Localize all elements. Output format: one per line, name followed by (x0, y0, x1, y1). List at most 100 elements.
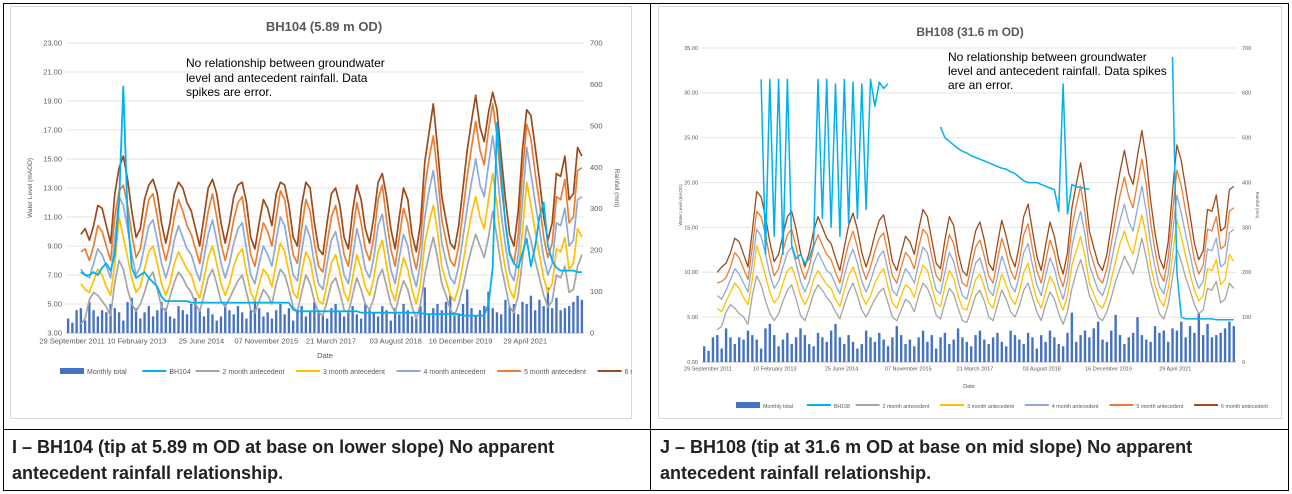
y2-tick-label: 500 (590, 121, 603, 130)
rainfall-bar (359, 318, 363, 333)
y-tick-label: 17.00 (43, 126, 62, 135)
y2-tick-label: 400 (1242, 180, 1251, 186)
rainfall-bar (491, 308, 494, 333)
rainfall-bar (1044, 341, 1047, 362)
rainfall-bar (711, 337, 715, 362)
y2-tick-label: 700 (1242, 46, 1251, 52)
rainfall-bar (393, 308, 397, 333)
rainfall-bar (338, 312, 342, 333)
series-line-2-month-antecedent (80, 210, 583, 325)
rainfall-bar (122, 320, 125, 333)
rainfall-bar (563, 308, 567, 333)
rainfall-bar (427, 314, 431, 333)
rainfall-bar (956, 328, 960, 362)
rainfall-bar (1140, 335, 1144, 362)
rainfall-bar (996, 332, 999, 362)
rainfall-bar (470, 308, 473, 333)
rainfall-bar (342, 316, 346, 333)
rainfall-bar (287, 308, 291, 333)
y2-axis-title: Rainfall (mm) (613, 169, 620, 208)
y-tick-label: 20.00 (684, 180, 698, 186)
rainfall-bar (1096, 321, 1100, 362)
rainfall-bar (88, 301, 91, 333)
rainfall-bar (508, 306, 511, 333)
rainfall-bar (143, 312, 146, 333)
series-line-2-month-antecedent (716, 237, 1235, 331)
rainfall-bar (856, 348, 859, 362)
chart-annotation: No relationship between groundwater leve… (186, 56, 385, 99)
rainfall-bar (347, 310, 350, 333)
rainfall-bar (1031, 337, 1034, 362)
rainfall-bar (742, 339, 745, 362)
rainfall-bar (781, 339, 785, 362)
legend-label: 3 month antecedent (967, 404, 1014, 410)
rainfall-bar (1088, 337, 1091, 362)
rainfall-bar (109, 304, 112, 333)
rainfall-bar (1110, 330, 1113, 362)
rainfall-bar (934, 348, 938, 362)
y-tick-label: 7.00 (47, 271, 62, 280)
rainfall-bar (716, 335, 719, 362)
y-tick-label: 23.00 (43, 39, 62, 48)
rainfall-bar (253, 299, 257, 333)
rainfall-bar (1193, 332, 1196, 362)
rainfall-bar (538, 299, 541, 333)
rainfall-bar (1162, 330, 1165, 362)
rainfall-bar (92, 310, 95, 333)
rainfall-bar (926, 341, 929, 362)
rainfall-bar (1149, 341, 1152, 362)
legend-label: 2 month antecedent (883, 404, 930, 410)
rainfall-bar (1057, 344, 1060, 362)
legend-label: 2 month antecedent (223, 369, 285, 376)
x-tick-label: 03 August 2018 (1023, 367, 1061, 373)
rainfall-bar (1201, 335, 1205, 362)
rainfall-bar (529, 295, 533, 333)
rainfall-bar (886, 346, 890, 362)
rainfall-bar (308, 312, 312, 333)
rainfall-bar (198, 310, 201, 333)
rainfall-bar (808, 344, 811, 362)
rainfall-bar (134, 308, 138, 333)
rainfall-bar (555, 297, 558, 333)
rainfall-bar (139, 318, 142, 333)
rainfall-bar (777, 346, 780, 362)
figure-caption-j: J – BH108 (tip at 31.6 m OD at base on m… (660, 437, 1193, 483)
rainfall-bar (1188, 326, 1192, 362)
rainfall-bar (258, 308, 261, 333)
y2-tick-label: 200 (590, 246, 603, 255)
rainfall-bar (1184, 337, 1187, 362)
rainfall-bar (313, 301, 316, 333)
rainfall-bar (512, 304, 516, 333)
rainfall-bar (764, 328, 767, 362)
chart-title: BH108 (31.6 m OD) (916, 25, 1023, 39)
rainfall-bar (751, 335, 754, 362)
rainfall-bar (978, 330, 982, 362)
rainfall-bar (983, 339, 986, 362)
rainfall-bar (816, 332, 820, 362)
rainfall-bar (847, 335, 850, 362)
rainfall-bar (965, 341, 969, 362)
y-tick-label: 35.00 (684, 46, 698, 52)
rainfall-bar (755, 339, 758, 362)
y-tick-label: 5.00 (687, 315, 698, 321)
rainfall-bar (1219, 332, 1222, 362)
rainfall-bar (304, 316, 308, 333)
x-tick-label: 29 September 2011 (39, 337, 104, 346)
rainfall-bar (917, 337, 920, 362)
rainfall-bar (969, 346, 973, 362)
chart-panel-bh104: BH104 (5.89 m OD) 3.00 5.00 7.00 9.00 11.00 13… (10, 6, 632, 419)
rainfall-bar (1210, 337, 1214, 362)
y2-tick-label: 100 (590, 287, 603, 296)
rainfall-bar (376, 316, 380, 333)
rainfall-bar (812, 346, 815, 362)
y2-tick-label: 600 (590, 80, 603, 89)
rainfall-bar (151, 316, 155, 333)
rainfall-bar (291, 320, 295, 333)
rainfall-bar (576, 295, 579, 333)
rainfall-bar (75, 310, 78, 333)
rainfall-bar (1123, 344, 1126, 362)
rainfall-bar (440, 310, 443, 333)
rainfall-bar (279, 304, 282, 333)
rainfall-bar (262, 316, 265, 333)
x-tick-label: 16 December 2019 (1085, 367, 1132, 373)
